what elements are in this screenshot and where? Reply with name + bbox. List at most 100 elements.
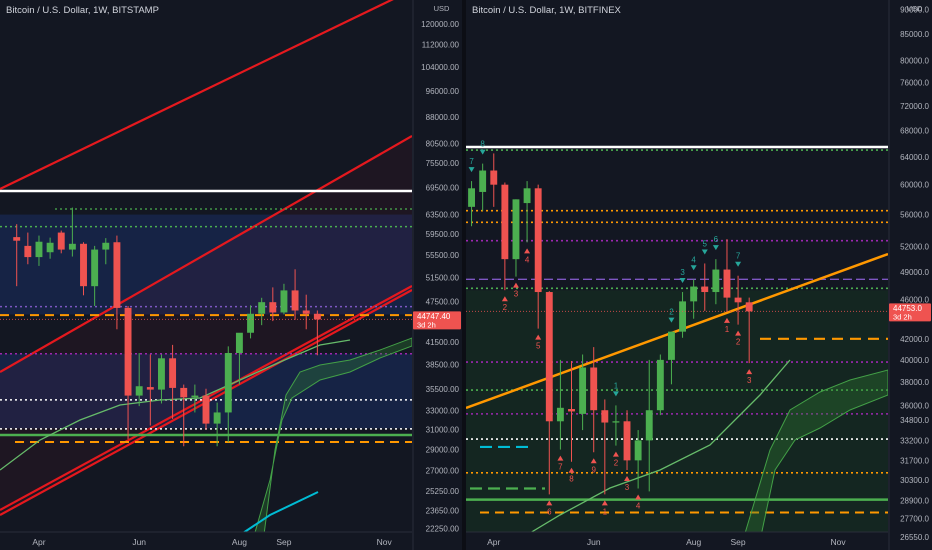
candle[interactable]: [224, 346, 232, 443]
candle[interactable]: [634, 430, 642, 489]
candle-body: [590, 367, 598, 411]
candle[interactable]: [280, 283, 288, 315]
candle[interactable]: [213, 402, 221, 447]
candle[interactable]: [734, 275, 742, 325]
candle-body: [568, 409, 575, 412]
y-tick-label: 85000.0: [900, 30, 929, 39]
candle[interactable]: [13, 224, 21, 287]
y-tick-label: 46000.0: [900, 295, 929, 304]
candle[interactable]: [169, 344, 177, 419]
candle[interactable]: [579, 354, 587, 431]
candle[interactable]: [291, 269, 299, 320]
td-down-marker: [512, 282, 519, 288]
td-down-marker: [746, 369, 753, 375]
time-axis[interactable]: Apr Jun Aug Sep Nov: [487, 537, 846, 547]
candle[interactable]: [91, 245, 99, 306]
channel-line-2: [0, 135, 412, 373]
candle[interactable]: [235, 332, 243, 385]
candle[interactable]: [102, 238, 110, 265]
candle[interactable]: [302, 294, 310, 330]
candle-body: [247, 313, 254, 333]
candle-body: [113, 242, 121, 308]
candle[interactable]: [247, 305, 254, 339]
td-down-marker: [601, 500, 608, 506]
candle[interactable]: [57, 230, 65, 254]
candle[interactable]: [656, 354, 664, 416]
y-tick-label: 51500.00: [426, 273, 460, 282]
candle[interactable]: [568, 360, 575, 462]
candle-body: [612, 421, 620, 423]
td-down-marker: [723, 317, 730, 323]
td-down-label: 4: [636, 502, 641, 511]
candle[interactable]: [490, 153, 498, 207]
candle[interactable]: [468, 181, 475, 227]
td-down-marker: [735, 330, 742, 336]
y-tick-label: 80500.00: [426, 140, 460, 149]
candle-body: [556, 407, 564, 422]
candle[interactable]: [191, 384, 199, 413]
y-tick-label: 38000.0: [900, 378, 929, 387]
candle[interactable]: [258, 297, 266, 326]
y-tick-label: 59500.00: [426, 230, 460, 239]
candle[interactable]: [534, 184, 542, 329]
y-tick-label: 69500.00: [426, 184, 460, 193]
candle[interactable]: [135, 353, 143, 407]
y-tick-label: 33200.0: [900, 436, 929, 445]
panel-divider: [462, 0, 466, 550]
y-tick-label: 75500.00: [426, 159, 460, 168]
candle[interactable]: [202, 388, 210, 430]
candle[interactable]: [180, 384, 188, 447]
candle[interactable]: [645, 359, 653, 492]
candle-body: [534, 188, 542, 293]
candle[interactable]: [745, 297, 753, 364]
candle[interactable]: [701, 263, 709, 311]
y-tick-label: 22250.00: [426, 525, 460, 534]
candle[interactable]: [612, 405, 620, 446]
td-down-label: 1: [725, 325, 730, 334]
candle[interactable]: [723, 239, 731, 312]
candle[interactable]: [313, 310, 321, 356]
candle-body: [690, 286, 698, 302]
candle[interactable]: [35, 235, 43, 266]
candle[interactable]: [158, 354, 165, 404]
candle[interactable]: [712, 259, 720, 305]
candle[interactable]: [590, 347, 598, 453]
candle[interactable]: [80, 242, 87, 296]
candle[interactable]: [523, 181, 531, 243]
candle[interactable]: [690, 279, 698, 319]
candle-body: [679, 301, 686, 332]
candle[interactable]: [479, 163, 487, 211]
price-axis[interactable]: USD 120000.00 112000.00 104000.00 96000.00 88…: [413, 4, 461, 534]
candle[interactable]: [46, 237, 54, 259]
candle[interactable]: [556, 359, 564, 450]
candle-body: [734, 297, 742, 303]
candle[interactable]: [146, 354, 154, 426]
y-tick-label: 27000.00: [426, 467, 460, 476]
candle-body: [490, 170, 498, 185]
candle[interactable]: [623, 410, 631, 471]
candle-body: [68, 243, 76, 250]
candle[interactable]: [124, 305, 132, 440]
candle-body: [723, 269, 731, 298]
candle-body: [712, 269, 720, 293]
td-down-label: 6: [547, 507, 552, 516]
candle[interactable]: [113, 235, 121, 330]
td-up-label: 7: [736, 252, 741, 261]
candle[interactable]: [512, 199, 520, 277]
candle[interactable]: [545, 291, 553, 495]
candle-body: [91, 249, 99, 287]
candle[interactable]: [68, 207, 76, 257]
candle[interactable]: [679, 292, 686, 338]
candle[interactable]: [24, 232, 32, 265]
candle-body: [102, 242, 110, 250]
td-down-marker: [612, 451, 619, 457]
candle[interactable]: [501, 182, 509, 291]
candle-body: [302, 310, 310, 314]
candle[interactable]: [668, 331, 675, 385]
time-axis[interactable]: Apr Jun Aug Sep Nov: [32, 537, 392, 547]
candle-body: [579, 367, 587, 414]
candle[interactable]: [269, 287, 277, 322]
candle-body: [146, 387, 154, 390]
candle[interactable]: [601, 399, 609, 495]
